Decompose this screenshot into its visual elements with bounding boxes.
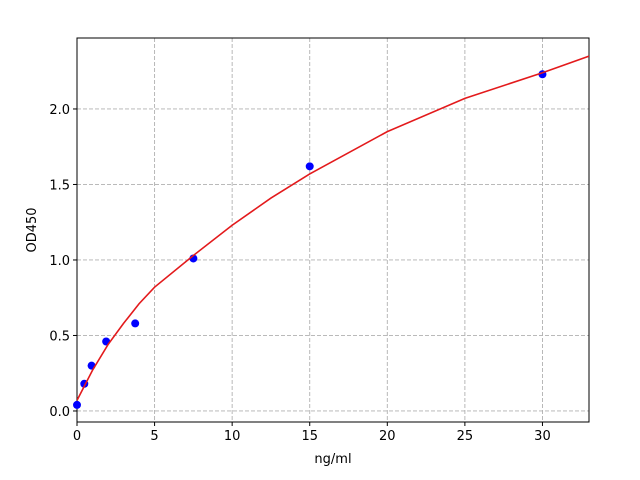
x-tick-label: 25 — [457, 429, 474, 444]
y-axis-label: OD450 — [25, 207, 40, 252]
x-tick-label: 30 — [534, 429, 551, 444]
x-tick-label: 0 — [73, 429, 81, 444]
y-tick-label: 0.0 — [49, 405, 70, 420]
x-axis-label: ng/ml — [314, 452, 351, 467]
y-tick-label: 2.0 — [49, 103, 70, 118]
y-tick-label: 0.5 — [49, 329, 70, 344]
x-tick-label: 5 — [150, 429, 158, 444]
fit-curve — [77, 55, 589, 401]
x-tick-label: 10 — [224, 429, 241, 444]
data-point — [305, 162, 314, 171]
x-tick-label: 15 — [301, 429, 318, 444]
data-point — [73, 400, 81, 409]
x-tick-label: 20 — [379, 429, 396, 444]
plot-frame — [76, 37, 590, 423]
y-tick-label: 1.0 — [49, 254, 70, 269]
data-point — [131, 319, 140, 328]
y-tick-label: 1.5 — [49, 178, 70, 193]
